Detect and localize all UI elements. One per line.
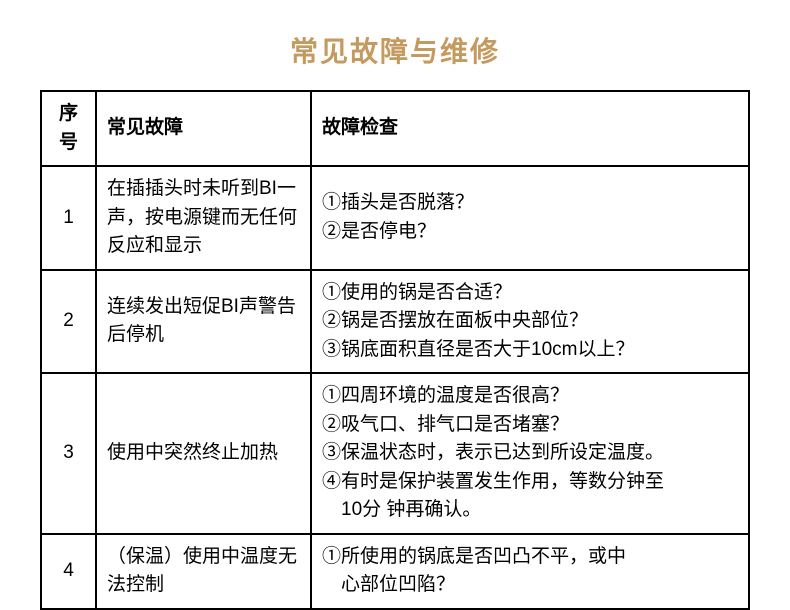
table-row: 1 在插插头时未听到BI一声，按电源键而无任何反应和显示 ①插头是否脱落？②是否… bbox=[41, 166, 749, 270]
table-header-row: 序号 常见故障 故障检查 bbox=[41, 91, 749, 166]
cell-number: 1 bbox=[41, 166, 96, 270]
cell-fault: 在插插头时未听到BI一声，按电源键而无任何反应和显示 bbox=[96, 166, 311, 270]
cell-fault: （保温）使用中温度无法控制 bbox=[96, 534, 311, 609]
table-row: 3 使用中突然终止加热 ①四周环境的温度是否很高？②吸气口、排气口是否堵塞？③保… bbox=[41, 373, 749, 534]
cell-check: ①所使用的锅底是否凹凸不平，或中 心部位凹陷？ bbox=[311, 534, 749, 609]
cell-check: ①使用的锅是否合适？②锅是否摆放在面板中央部位？③锅底面积直径是否大于10cm以… bbox=[311, 270, 749, 374]
table-row: 4 （保温）使用中温度无法控制 ①所使用的锅底是否凹凸不平，或中 心部位凹陷？ bbox=[41, 534, 749, 609]
cell-check: ①四周环境的温度是否很高？②吸气口、排气口是否堵塞？③保温状态时，表示已达到所设… bbox=[311, 373, 749, 534]
table-row: 2 连续发出短促BI声警告后停机 ①使用的锅是否合适？②锅是否摆放在面板中央部位… bbox=[41, 270, 749, 374]
header-check: 故障检查 bbox=[311, 91, 749, 166]
cell-fault: 连续发出短促BI声警告后停机 bbox=[96, 270, 311, 374]
cell-number: 4 bbox=[41, 534, 96, 609]
header-number: 序号 bbox=[41, 91, 96, 166]
troubleshooting-table: 序号 常见故障 故障检查 1 在插插头时未听到BI一声，按电源键而无任何反应和显… bbox=[40, 90, 750, 610]
header-fault: 常见故障 bbox=[96, 91, 311, 166]
cell-number: 3 bbox=[41, 373, 96, 534]
cell-check: ①插头是否脱落？②是否停电？ bbox=[311, 166, 749, 270]
page-title: 常见故障与维修 bbox=[40, 30, 750, 70]
cell-fault: 使用中突然终止加热 bbox=[96, 373, 311, 534]
cell-number: 2 bbox=[41, 270, 96, 374]
